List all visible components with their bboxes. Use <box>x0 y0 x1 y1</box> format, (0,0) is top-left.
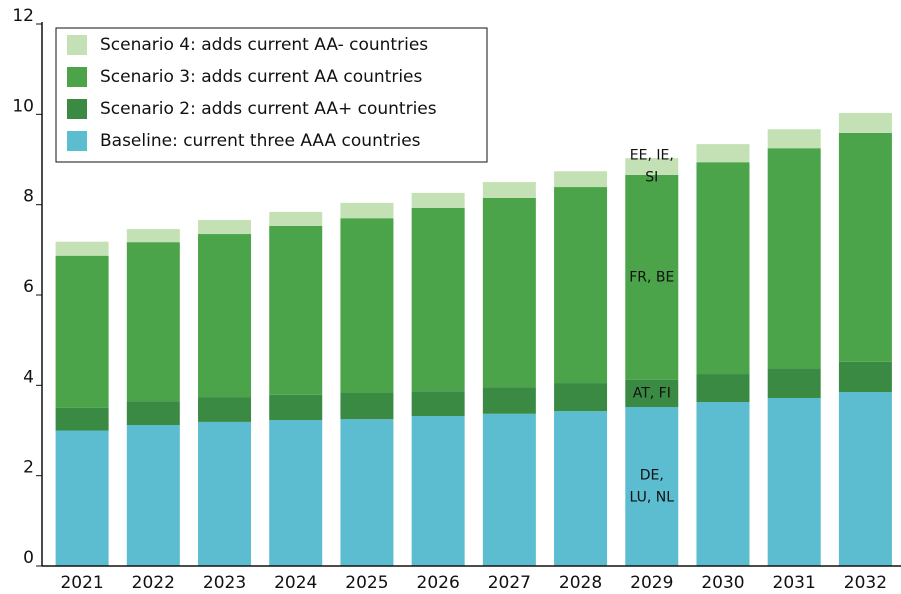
bar-segment <box>554 411 608 566</box>
bar-segment <box>55 255 109 408</box>
legend-swatch <box>67 35 87 55</box>
bar-segment <box>55 430 109 566</box>
x-tick-label: 2021 <box>60 573 103 593</box>
bar-segment <box>55 241 109 256</box>
legend-swatch <box>67 67 87 87</box>
legend-label: Scenario 3: adds current AA countries <box>100 67 423 87</box>
x-tick-label: 2032 <box>844 573 887 593</box>
annotation: EE, IE, <box>630 148 674 164</box>
bar-segment <box>696 402 750 566</box>
bar-segment <box>126 229 180 243</box>
x-tick-label: 2024 <box>274 573 317 593</box>
bar-segment <box>126 425 180 566</box>
y-tick-label: 12 <box>12 6 34 26</box>
y-tick-label: 10 <box>12 96 34 116</box>
annotation: LU, NL <box>630 490 675 506</box>
bar-segment <box>767 397 821 566</box>
bar-segment <box>340 218 394 394</box>
annotation: AT, FI <box>633 385 671 401</box>
bar-segment <box>482 197 536 388</box>
x-tick-label: 2027 <box>488 573 531 593</box>
y-tick-label: 0 <box>23 548 34 568</box>
bar-segment <box>411 391 465 417</box>
y-tick-label: 8 <box>23 187 34 207</box>
bar-segment <box>269 420 323 566</box>
bar-segment <box>554 383 608 412</box>
bar-segment <box>696 374 750 403</box>
bar-segment <box>838 361 892 393</box>
bar-segment <box>411 416 465 566</box>
bar-segment <box>625 174 679 380</box>
bar-segment <box>482 413 536 566</box>
y-tick-label: 4 <box>23 367 34 387</box>
bar-segment <box>269 211 323 226</box>
legend-swatch <box>67 131 87 151</box>
x-tick-label: 2031 <box>773 573 816 593</box>
bar-segment <box>340 419 394 566</box>
bar-segment <box>767 368 821 398</box>
bar-segment <box>340 202 394 219</box>
bar-segment <box>198 234 252 398</box>
bar-segment <box>838 132 892 362</box>
bar-segment <box>126 401 180 426</box>
bar-segment <box>554 187 608 384</box>
bar-segment <box>340 393 394 420</box>
bar-segment <box>625 407 679 566</box>
bar-segment <box>625 379 679 408</box>
bar-segment <box>482 182 536 198</box>
legend-box <box>55 27 488 163</box>
bar-segment <box>696 162 750 375</box>
bar-segment <box>696 144 750 163</box>
x-tick-label: 2025 <box>345 573 388 593</box>
bar-segment <box>55 407 109 431</box>
annotation: SI <box>645 170 658 186</box>
y-tick-label: 6 <box>23 277 34 297</box>
x-tick-label: 2028 <box>559 573 602 593</box>
x-tick-label: 2029 <box>630 573 673 593</box>
x-tick-label: 2026 <box>417 573 460 593</box>
bar-segment <box>838 112 892 133</box>
y-tick-label: 2 <box>23 458 34 478</box>
legend-label: Scenario 2: adds current AA+ countries <box>100 99 437 119</box>
x-tick-label: 2022 <box>132 573 175 593</box>
annotation: DE, <box>640 468 664 484</box>
legend-swatch <box>67 99 87 119</box>
bar-segment <box>554 171 608 188</box>
bar-segment <box>482 387 536 414</box>
bar-segment <box>411 207 465 392</box>
bar-segment <box>126 242 180 402</box>
bar-segment <box>198 397 252 422</box>
legend-label: Baseline: current three AAA countries <box>100 131 421 151</box>
bar-segment <box>269 225 323 395</box>
bar-segment <box>625 158 679 175</box>
bar-segment <box>838 392 892 566</box>
x-tick-label: 2023 <box>203 573 246 593</box>
bar-segment <box>411 192 465 208</box>
bar-segment <box>767 148 821 369</box>
bar-segment <box>269 394 323 421</box>
x-tick-label: 2030 <box>701 573 744 593</box>
bar-segment <box>198 220 252 235</box>
bar-segment <box>198 421 252 566</box>
legend-label: Scenario 4: adds current AA- countries <box>100 35 428 55</box>
bar-segment <box>767 129 821 149</box>
annotation: FR, BE <box>629 269 674 285</box>
